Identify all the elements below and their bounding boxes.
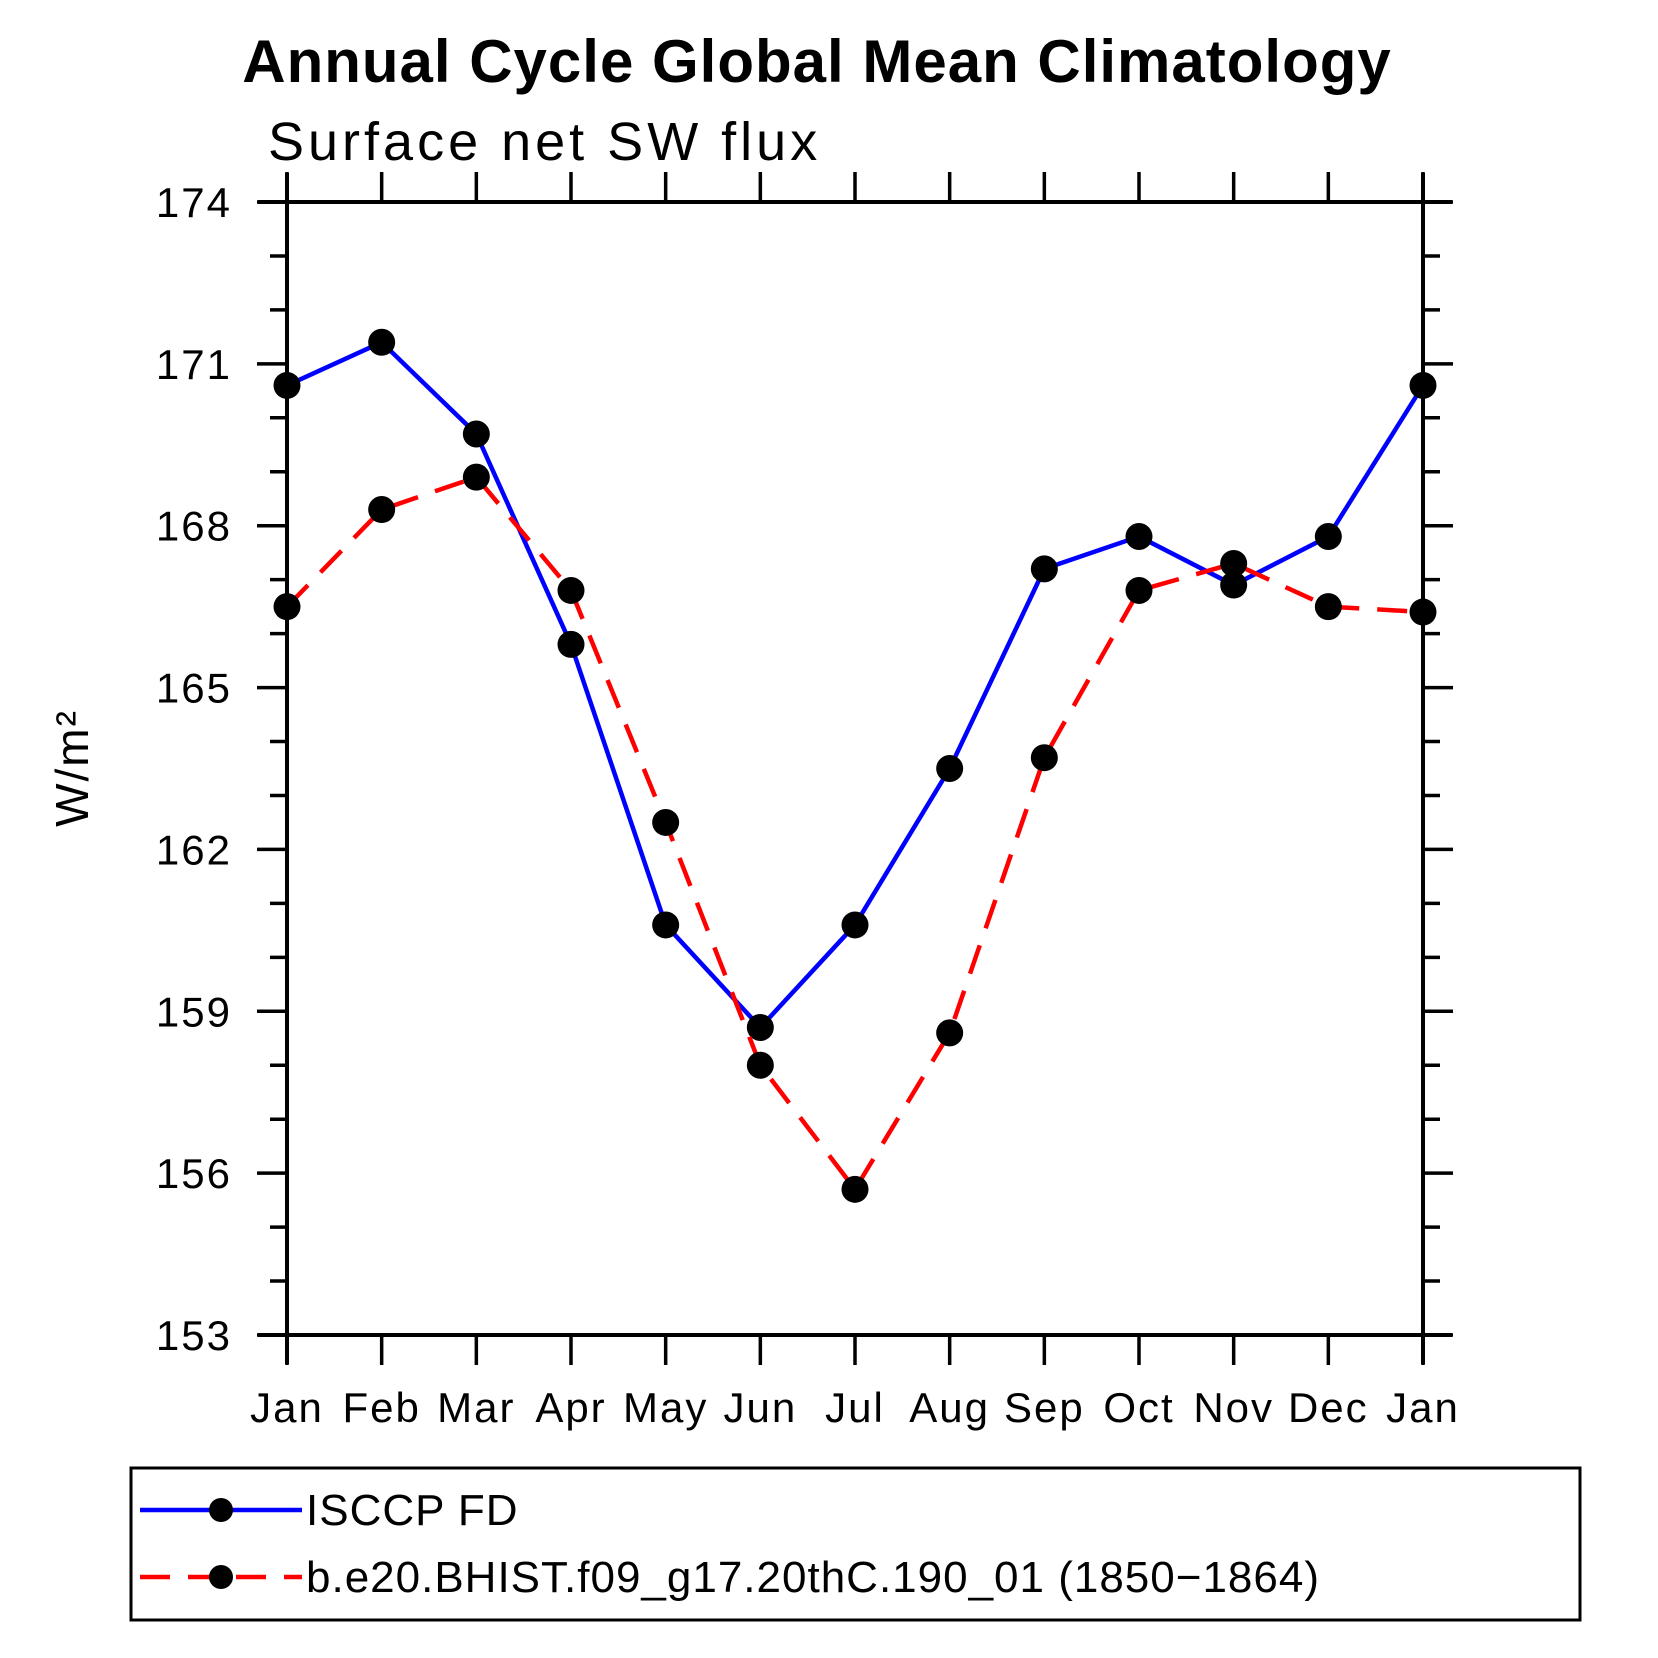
y-tick-label: 174 bbox=[156, 179, 232, 226]
x-tick-label: Jun bbox=[723, 1384, 797, 1431]
legend: ISCCP FD b.e20.BHIST.f09_g17.20thC.190_01… bbox=[129, 1466, 1582, 1622]
chart-title: Annual Cycle Global Mean Climatology bbox=[242, 28, 1392, 95]
data-point-marker bbox=[936, 755, 964, 782]
legend-label: b.e20.BHIST.f09_g17.20thC.190_01 (1850−1… bbox=[306, 1553, 1320, 1602]
x-tick-label: Jan bbox=[250, 1384, 324, 1431]
data-point-marker bbox=[746, 1051, 774, 1079]
x-axis-tick-labels: Jan Feb Mar Apr May Jun Jul Aug Sep Oct Nov Dec Jan bbox=[250, 1384, 1460, 1431]
data-point-marker bbox=[462, 463, 490, 491]
series-layer bbox=[273, 328, 1437, 1203]
x-tick-label: Jul bbox=[825, 1384, 885, 1431]
x-tick-label: Mar bbox=[437, 1384, 515, 1431]
data-point-marker bbox=[368, 328, 396, 356]
series-1 bbox=[273, 463, 1437, 1203]
legend-entry-1: b.e20.BHIST.f09_g17.20thC.190_01 (1850−1… bbox=[140, 1553, 1320, 1602]
data-point-marker bbox=[1314, 593, 1342, 621]
y-tick-label: 162 bbox=[156, 826, 232, 873]
x-tick-label: Oct bbox=[1103, 1384, 1174, 1431]
data-point-marker bbox=[273, 593, 301, 621]
data-point-marker bbox=[1314, 523, 1342, 551]
y-tick-label: 156 bbox=[156, 1150, 232, 1197]
data-point-marker bbox=[1409, 598, 1437, 626]
y-axis-ticks bbox=[257, 200, 1453, 1337]
data-point-marker bbox=[841, 1175, 869, 1203]
data-point-marker bbox=[1125, 523, 1153, 551]
x-tick-label: Jan bbox=[1386, 1384, 1460, 1431]
y-tick-label: 171 bbox=[156, 341, 232, 388]
data-point-marker bbox=[652, 911, 680, 939]
data-point-marker bbox=[368, 496, 396, 524]
chart-subtitle: Surface net SW flux bbox=[268, 112, 821, 172]
data-point-marker bbox=[746, 1013, 774, 1041]
data-point-marker bbox=[1220, 549, 1248, 577]
data-point-marker bbox=[557, 576, 585, 604]
legend-marker bbox=[209, 1498, 233, 1522]
data-point-marker bbox=[1030, 555, 1058, 583]
data-point-marker bbox=[841, 911, 869, 939]
x-tick-label: May bbox=[623, 1384, 708, 1431]
data-point-marker bbox=[1125, 576, 1153, 604]
data-point-marker bbox=[652, 808, 680, 836]
y-axis-tick-labels: 153 156 159 162 165 168 171 174 bbox=[156, 179, 232, 1359]
x-tick-label: Dec bbox=[1288, 1384, 1369, 1431]
data-point-marker bbox=[1030, 744, 1058, 772]
x-tick-label: Nov bbox=[1193, 1384, 1274, 1431]
series-0 bbox=[273, 328, 1437, 1041]
data-point-marker bbox=[273, 371, 301, 399]
data-point-marker bbox=[462, 420, 490, 448]
x-tick-label: Apr bbox=[535, 1384, 606, 1431]
y-tick-label: 165 bbox=[156, 665, 232, 712]
y-axis-label: W/m² bbox=[46, 709, 98, 827]
legend-marker bbox=[209, 1565, 233, 1589]
legend-label: ISCCP FD bbox=[306, 1486, 519, 1535]
y-tick-label: 168 bbox=[156, 503, 232, 550]
data-point-marker bbox=[936, 1019, 964, 1047]
x-tick-label: Aug bbox=[909, 1384, 990, 1431]
data-point-marker bbox=[557, 630, 585, 658]
data-point-marker bbox=[1220, 571, 1248, 599]
x-tick-label: Feb bbox=[342, 1384, 420, 1431]
legend-entry-0: ISCCP FD bbox=[140, 1486, 519, 1535]
series-line bbox=[285, 474, 1424, 1194]
x-axis-ticks bbox=[285, 172, 1425, 1365]
legend-box bbox=[129, 1466, 1582, 1622]
y-tick-label: 159 bbox=[156, 988, 232, 1035]
data-point-marker bbox=[1409, 371, 1437, 399]
y-tick-label: 153 bbox=[156, 1312, 232, 1359]
x-tick-label: Sep bbox=[1004, 1384, 1085, 1431]
